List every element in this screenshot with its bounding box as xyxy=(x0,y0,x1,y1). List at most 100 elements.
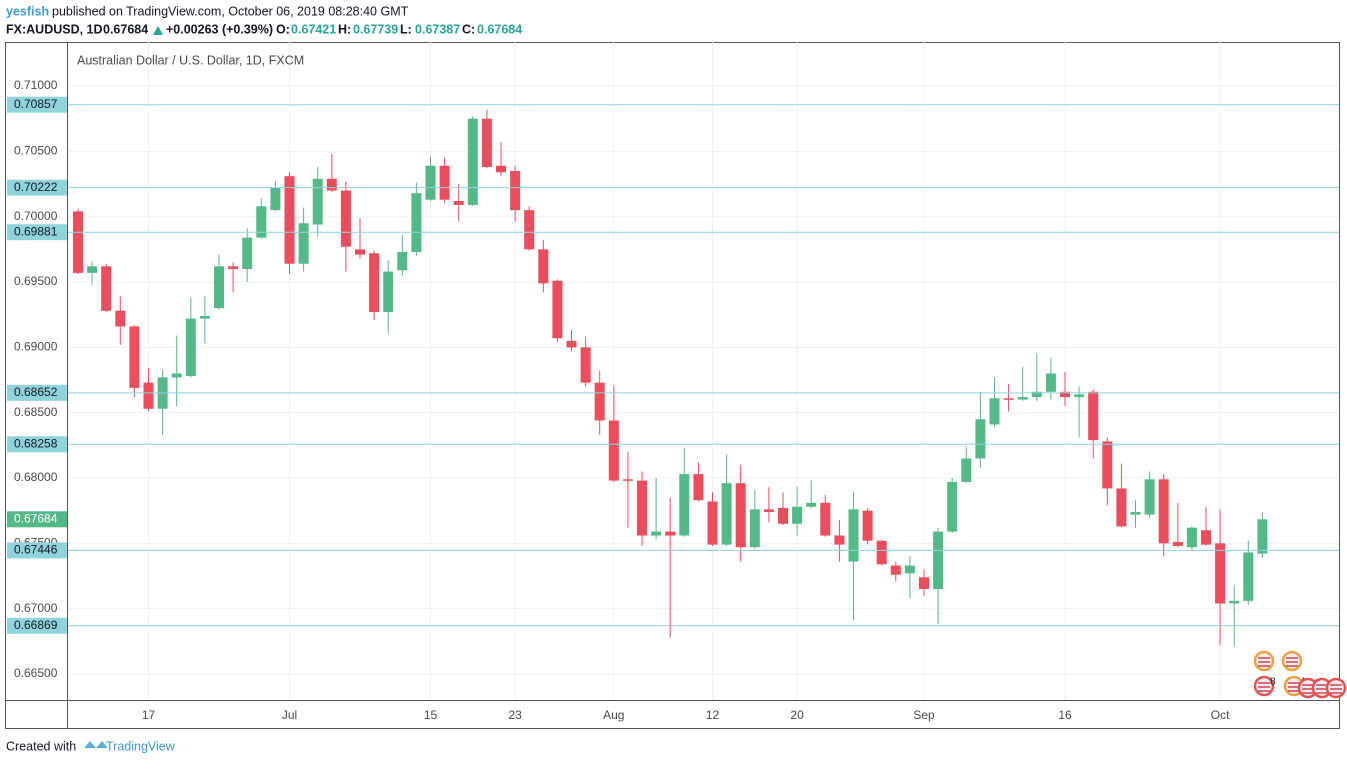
y-tick-label: 0.69000 xyxy=(14,340,58,354)
candle-body xyxy=(749,509,760,548)
candle-body xyxy=(270,187,281,211)
level-label: 0.66869 xyxy=(14,618,58,632)
y-tick-label: 0.68500 xyxy=(14,405,58,419)
candle-body xyxy=(171,373,182,378)
author: yesfish xyxy=(6,4,49,18)
candle-body xyxy=(890,565,901,575)
level-label-box xyxy=(7,384,67,401)
candle-body xyxy=(355,249,365,255)
event-flag xyxy=(1286,657,1298,667)
candle-body xyxy=(538,249,549,284)
grid xyxy=(68,42,1339,700)
candle-body xyxy=(1074,394,1085,398)
x-tick-label: 12 xyxy=(706,708,720,722)
published-note: published on TradingView.com, October 06… xyxy=(52,4,409,18)
candle-body xyxy=(1215,543,1226,604)
ohlc: O: 0.67421 H: 0.67739 L: 0.67387 C: 0.67684 xyxy=(276,22,522,36)
candle-body xyxy=(651,531,662,536)
x-tick-label: Sep xyxy=(913,708,935,722)
candle-body xyxy=(312,178,323,225)
candle-body xyxy=(326,178,337,191)
change: +0.00263 (+0.39%) xyxy=(166,22,273,36)
footer-text: Created with xyxy=(6,739,76,753)
candle-body xyxy=(552,280,563,339)
ohlc-value: 0.67387 xyxy=(415,22,460,36)
footer-brand[interactable]: TradingView xyxy=(106,739,176,753)
ohlc-label: L: xyxy=(400,22,412,36)
level-label: 0.69881 xyxy=(14,224,58,238)
y-tick-label: 0.68000 xyxy=(14,470,58,484)
candle-body xyxy=(679,474,690,536)
level-label-box xyxy=(7,617,67,634)
ohlc-label: O: xyxy=(276,22,290,36)
candle-body xyxy=(256,206,267,238)
candle-body xyxy=(707,501,718,545)
candle-body xyxy=(524,210,535,250)
up-arrow xyxy=(153,26,163,35)
candle-body xyxy=(961,458,972,482)
ohlc-label: C: xyxy=(462,22,475,36)
candle-body xyxy=(1130,511,1141,515)
candle-body xyxy=(1116,488,1127,527)
candle-body xyxy=(763,509,774,512)
candle-body xyxy=(115,310,126,327)
candle-body xyxy=(1060,391,1070,398)
candle-body xyxy=(1003,398,1014,400)
event-flag xyxy=(1330,684,1342,694)
candle-body xyxy=(876,540,887,565)
candle-body xyxy=(566,340,577,348)
x-tick-label: 17 xyxy=(142,708,156,722)
candle-body xyxy=(496,165,506,173)
level-label: 0.68258 xyxy=(14,436,58,450)
last-price-label: 0.67684 xyxy=(14,511,58,525)
candle-body xyxy=(214,266,224,309)
ohlc-value: 0.67739 xyxy=(353,22,398,36)
candle-body xyxy=(383,271,394,313)
candle-body xyxy=(101,266,112,311)
candle-body xyxy=(199,315,210,319)
candle-body xyxy=(143,382,154,409)
candle-body xyxy=(608,420,619,481)
candle-body xyxy=(481,118,492,168)
candle-body xyxy=(73,211,83,273)
x-tick-label: Jul xyxy=(282,708,297,722)
candle-body xyxy=(806,502,817,507)
y-tick-label: 0.70500 xyxy=(14,144,58,158)
ohlc-value: 0.67421 xyxy=(291,22,336,36)
candle-body xyxy=(1045,373,1056,392)
candle-body xyxy=(947,481,958,532)
event-icon xyxy=(1325,677,1347,699)
candle-body xyxy=(453,201,464,205)
y-tick-label: 0.67000 xyxy=(14,601,58,615)
level-label-box xyxy=(7,224,67,241)
candle-body xyxy=(298,223,309,264)
candle-body xyxy=(1102,441,1113,489)
candle-body xyxy=(1186,527,1197,548)
ohlc-label: H: xyxy=(338,22,351,36)
level-label: 0.70857 xyxy=(14,97,58,111)
candle-body xyxy=(1257,519,1268,554)
candle-body xyxy=(735,483,746,548)
candle-body xyxy=(904,565,915,574)
candle-body xyxy=(820,502,831,536)
candle-body xyxy=(87,266,98,273)
plot xyxy=(68,104,1339,647)
candle-body xyxy=(129,326,140,388)
candle-body xyxy=(510,170,521,211)
level-label-box xyxy=(7,542,67,559)
level-label: 0.67446 xyxy=(14,543,58,557)
y-tick-label: 0.71000 xyxy=(14,78,58,92)
candle-body xyxy=(792,506,803,524)
event-flag xyxy=(1258,657,1270,667)
x-tick-label: 16 xyxy=(1058,708,1072,722)
candle-body xyxy=(693,474,704,501)
ohlc-value: 0.67684 xyxy=(477,22,522,36)
x-tick-label: 20 xyxy=(790,708,804,722)
candle-body xyxy=(665,531,676,536)
candle-body xyxy=(425,165,436,200)
last-price-box xyxy=(7,511,67,528)
x-tick-label: Aug xyxy=(603,708,624,722)
